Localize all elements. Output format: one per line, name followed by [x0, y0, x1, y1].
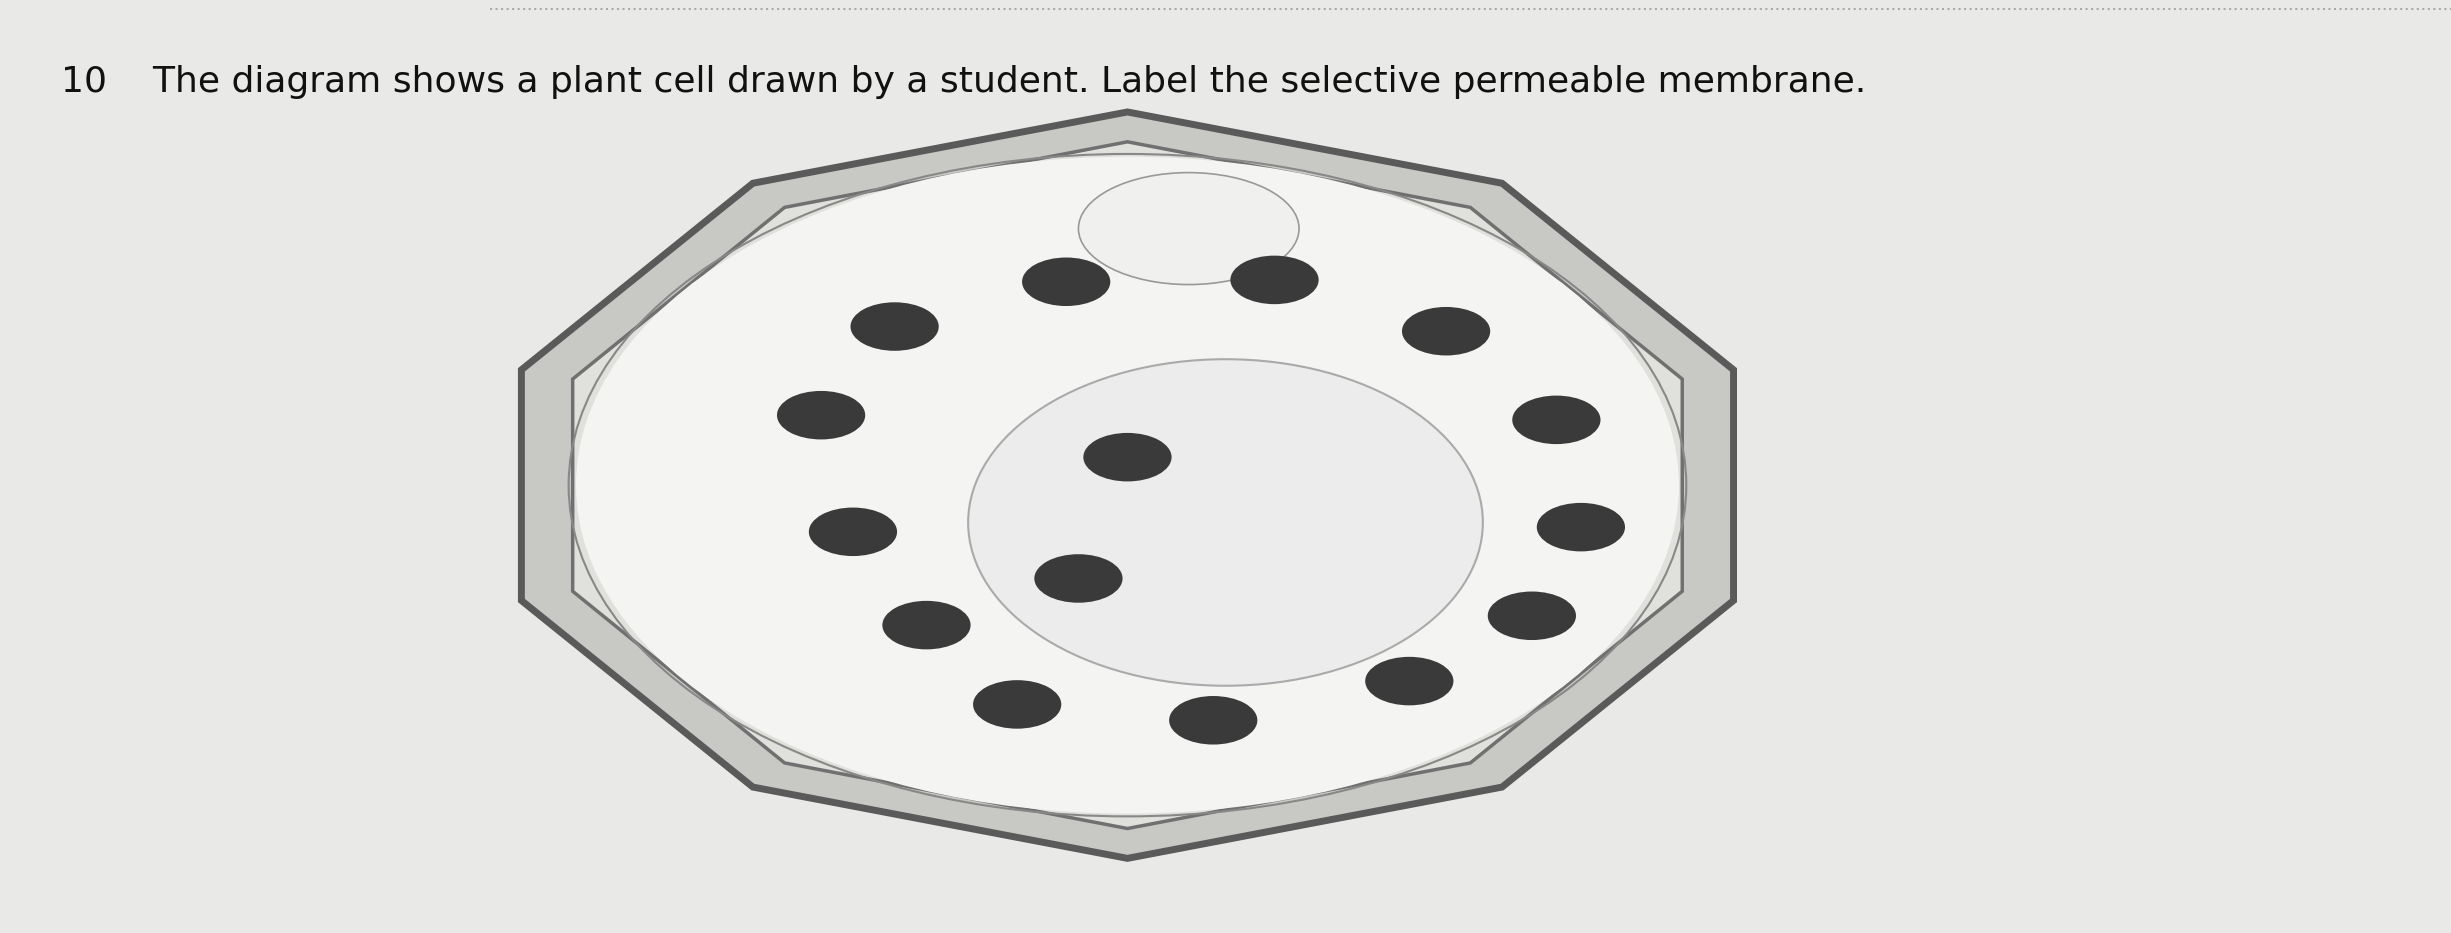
- Ellipse shape: [882, 601, 971, 649]
- Ellipse shape: [1365, 657, 1453, 705]
- Ellipse shape: [1169, 696, 1257, 745]
- Polygon shape: [522, 112, 1733, 858]
- Ellipse shape: [968, 359, 1483, 686]
- Ellipse shape: [1022, 258, 1110, 306]
- Polygon shape: [574, 142, 1681, 829]
- Ellipse shape: [777, 391, 865, 439]
- Ellipse shape: [850, 302, 939, 351]
- Ellipse shape: [576, 157, 1679, 814]
- Ellipse shape: [1488, 592, 1576, 640]
- Ellipse shape: [973, 680, 1061, 729]
- Ellipse shape: [1034, 554, 1123, 603]
- Ellipse shape: [1537, 503, 1625, 551]
- Ellipse shape: [1083, 433, 1172, 481]
- Ellipse shape: [809, 508, 897, 556]
- Ellipse shape: [1402, 307, 1490, 355]
- Text: 10    The diagram shows a plant cell drawn by a student. Label the selective per: 10 The diagram shows a plant cell drawn …: [61, 65, 1868, 99]
- Ellipse shape: [1230, 256, 1319, 304]
- Ellipse shape: [1512, 396, 1601, 444]
- Ellipse shape: [1078, 173, 1299, 285]
